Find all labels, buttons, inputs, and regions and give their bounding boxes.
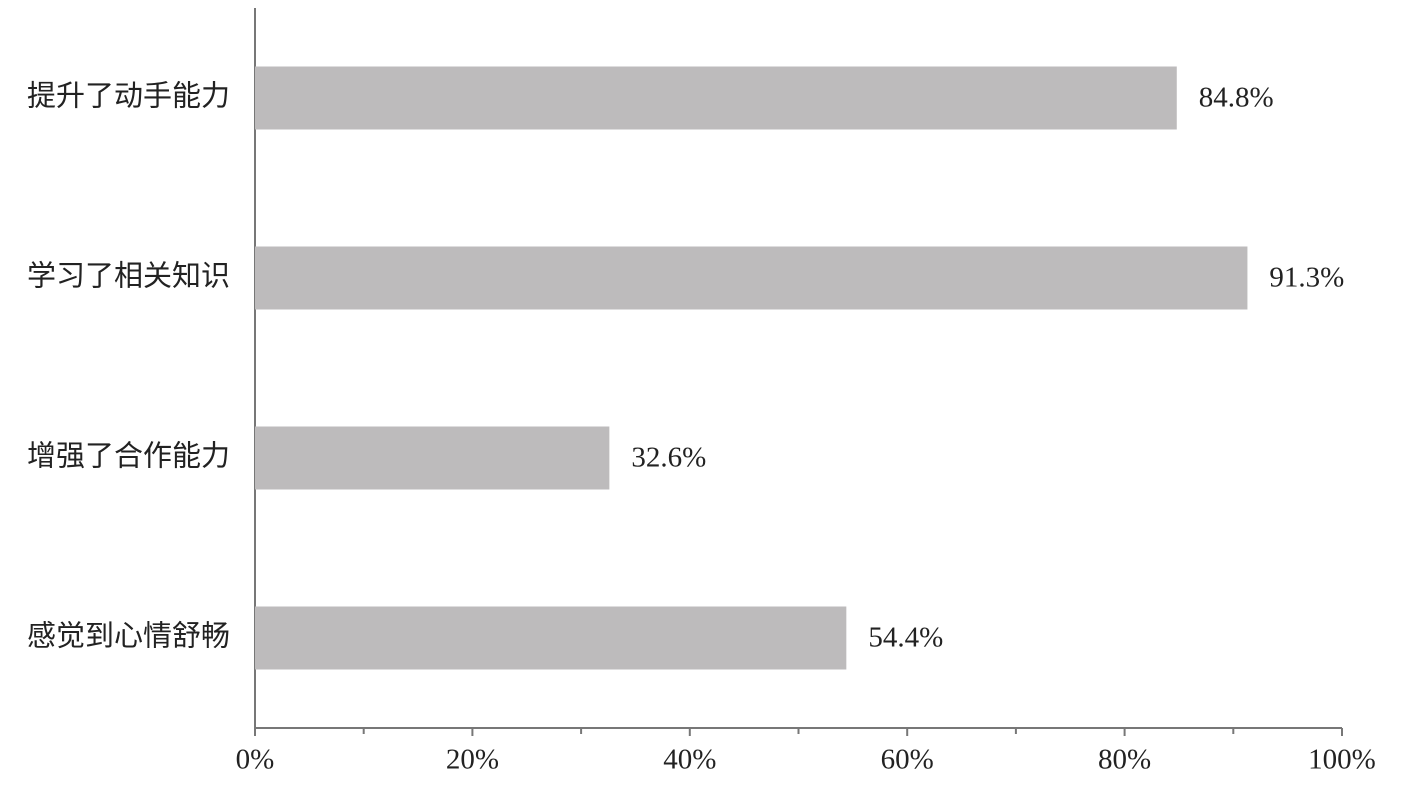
x-tick-label: 80% xyxy=(1098,744,1151,776)
y-tick-label: 学习了相关知识 xyxy=(27,260,230,293)
y-tick-label: 增强了合作能力 xyxy=(27,440,230,473)
value-label: 32.6% xyxy=(631,442,706,474)
y-tick-label: 感觉到心情舒畅 xyxy=(27,620,230,653)
bar xyxy=(255,66,1177,130)
x-tick-label: 100% xyxy=(1308,744,1376,776)
bar xyxy=(255,606,847,670)
y-tick-label: 提升了动手能力 xyxy=(27,80,230,113)
x-tick-label: 60% xyxy=(881,744,934,776)
bar xyxy=(255,426,610,490)
bar xyxy=(255,246,1248,310)
value-label: 84.8% xyxy=(1199,82,1274,114)
x-tick-label: 0% xyxy=(236,744,275,776)
value-label: 91.3% xyxy=(1269,262,1344,294)
x-tick-label: 20% xyxy=(446,744,499,776)
x-tick-label: 40% xyxy=(663,744,716,776)
value-label: 54.4% xyxy=(868,622,943,654)
